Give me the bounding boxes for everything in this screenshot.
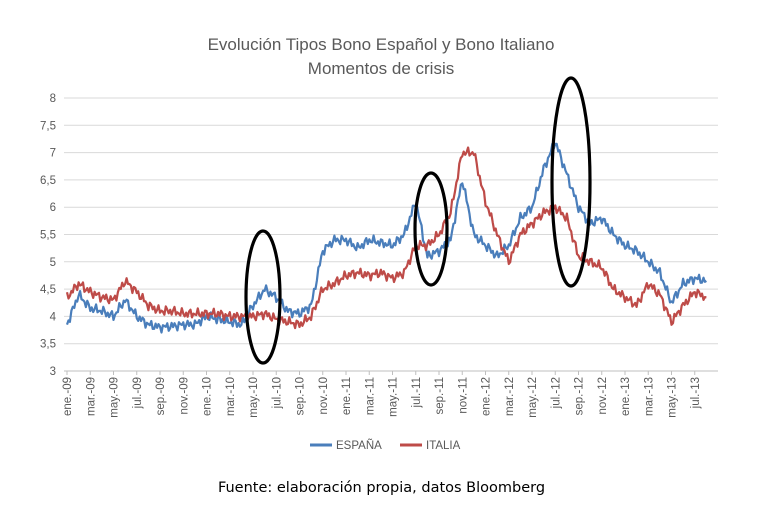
y-axis-ticks: 3 3,5 4 4,5 5 5,5 6 6,5 7 7,5 8 (40, 93, 57, 378)
x-tick-label: mar.-12 (504, 377, 516, 416)
x-tick-label: nov.-12 (597, 377, 609, 415)
y-tick-label: 4,5 (40, 284, 56, 296)
x-tick-label: jul.-09 (132, 377, 144, 409)
chart-title: Evolución Tipos Bono Español y Bono Ital… (208, 35, 555, 54)
x-tick-label: may.-10 (248, 377, 260, 418)
x-tick-label: mar.-11 (364, 377, 376, 415)
x-tick-label: ene.-09 (62, 377, 74, 416)
x-tick-label: may.-09 (109, 377, 121, 418)
series-line-espana (65, 142, 707, 334)
legend-label: ESPAÑA (336, 439, 382, 452)
x-tick-label: mar.-09 (85, 377, 97, 416)
y-tick-label: 5 (50, 257, 56, 269)
x-tick-label: ene.-13 (620, 377, 632, 416)
crisis-ellipse (550, 76, 592, 288)
x-tick-label: sep.-10 (295, 377, 307, 415)
series-lines (65, 142, 707, 334)
x-tick-label: jul.-10 (271, 377, 283, 409)
x-tick-label: nov.-09 (178, 377, 190, 415)
series-line-italia (65, 146, 707, 330)
gridlines (64, 97, 718, 372)
crisis-ellipse (413, 171, 449, 287)
y-tick-label: 4 (50, 311, 57, 323)
x-tick-label: sep.-11 (434, 377, 446, 415)
y-tick-label: 3 (50, 366, 56, 378)
x-tick-label: jul.-11 (411, 377, 423, 408)
x-tick-label: ene.-11 (341, 377, 353, 415)
y-tick-label: 7,5 (40, 120, 56, 132)
source-note: Fuente: elaboración propia, datos Bloomb… (217, 480, 546, 496)
x-tick-label: sep.-12 (574, 377, 586, 415)
x-tick-label: may.-11 (388, 377, 400, 417)
legend-label: ITALIA (426, 440, 461, 452)
x-tick-label: nov.-10 (318, 377, 330, 415)
chart: Evolución Tipos Bono Español y Bono Ital… (40, 35, 718, 452)
y-tick-label: 6 (50, 202, 56, 214)
crisis-ellipse (244, 229, 282, 365)
x-tick-label: nov.-11 (457, 377, 469, 414)
x-tick-label: jul.-13 (690, 377, 702, 409)
crisis-ellipses (244, 76, 592, 365)
x-tick-label: jul.-12 (550, 377, 562, 409)
y-tick-label: 8 (50, 93, 56, 105)
y-tick-label: 5,5 (40, 230, 56, 242)
y-tick-label: 3,5 (40, 339, 56, 351)
x-tick-label: ene.-10 (202, 377, 214, 416)
x-tick-label: sep.-09 (155, 377, 167, 415)
x-tick-label: mar.-13 (643, 377, 655, 416)
y-tick-label: 6,5 (40, 175, 56, 187)
legend: ESPAÑA ITALIA (310, 439, 461, 452)
x-tick-label: may.-12 (527, 377, 539, 418)
chart-subtitle: Momentos de crisis (308, 59, 454, 78)
x-tick-label: mar.-10 (225, 377, 237, 416)
x-axis: ene.-09 mar.-09 may.-09 jul.-09 sep.-09 nov.-… (62, 370, 718, 418)
x-tick-label: may.-13 (667, 377, 679, 418)
x-tick-label: ene.-12 (481, 377, 493, 416)
y-tick-label: 7 (50, 148, 56, 160)
